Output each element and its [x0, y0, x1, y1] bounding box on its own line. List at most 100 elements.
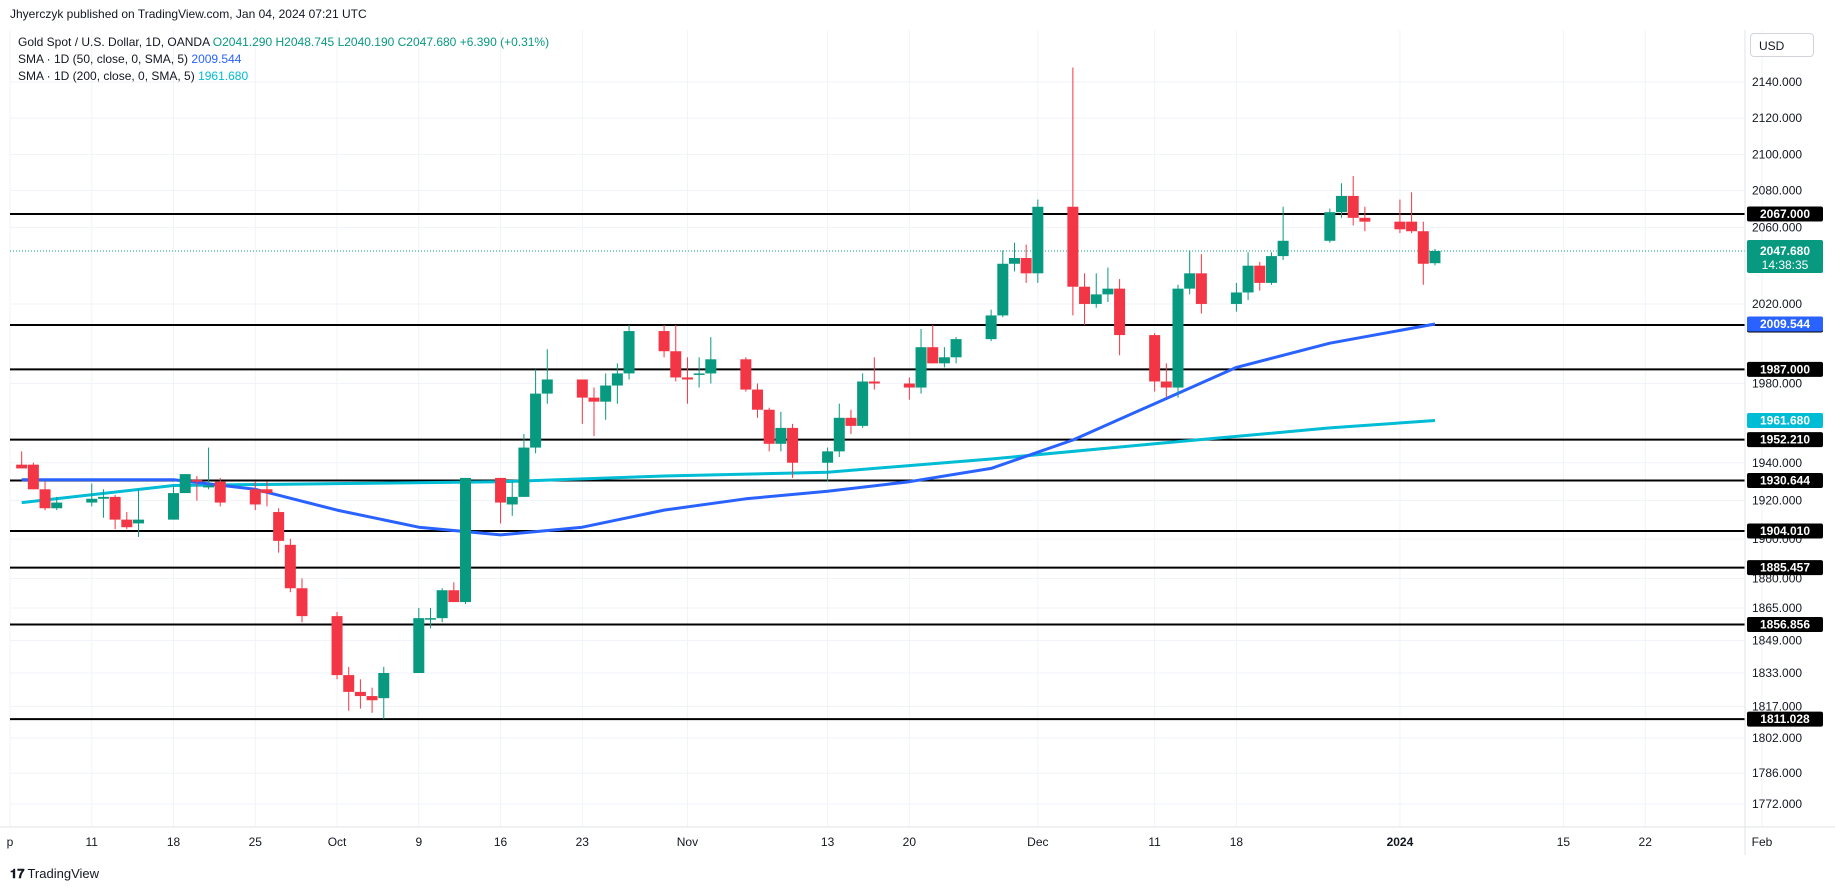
instrument-title: Gold Spot / U.S. Dollar, 1D, OANDA: [18, 35, 210, 49]
legend-sma50-row[interactable]: SMA · 1D (50, close, 0, SMA, 5) 2009.544: [18, 51, 549, 68]
candle: [506, 481, 518, 516]
candle: [284, 538, 296, 593]
candle-body: [1429, 250, 1441, 264]
sma200-value: 1961.680: [198, 69, 249, 83]
candle: [39, 481, 51, 511]
time-tick-label: Dec: [1027, 835, 1048, 849]
candle: [16, 451, 28, 469]
candle: [448, 582, 460, 603]
price-tick-label: 2120.000: [1752, 111, 1802, 125]
candle: [670, 325, 682, 382]
candle: [822, 447, 834, 482]
candle-body: [1394, 221, 1406, 230]
price-tick-label: 1920.000: [1752, 494, 1802, 508]
sma50-tag: 2009.544: [1760, 317, 1810, 331]
candle-body: [822, 451, 834, 463]
candle: [273, 508, 285, 553]
candle-body: [249, 489, 261, 505]
candle: [132, 489, 144, 537]
candle-body: [1277, 240, 1289, 257]
candle-body: [1090, 294, 1102, 304]
candle: [1090, 273, 1102, 308]
brand-name: TradingView: [27, 866, 100, 881]
level-tag: 1952.210: [1760, 433, 1810, 447]
sma200-tag: 1961.680: [1760, 413, 1810, 427]
candle-body: [354, 691, 366, 697]
candle: [1429, 248, 1441, 266]
currency-selector[interactable]: USD: [1750, 33, 1814, 57]
close-value: C2047.680: [397, 35, 457, 49]
candle-body: [903, 383, 915, 388]
price-tick-label: 1772.000: [1752, 797, 1802, 811]
candle-body: [1230, 292, 1242, 304]
candle: [530, 369, 542, 454]
candle-body: [284, 544, 296, 589]
candle-body: [448, 590, 460, 603]
candle: [705, 337, 717, 384]
candle: [214, 477, 226, 507]
candle: [752, 383, 764, 418]
candle: [1359, 206, 1371, 232]
candle: [51, 496, 63, 511]
candle-body: [97, 496, 109, 499]
candle: [1067, 67, 1079, 316]
time-tick-label: Oct: [328, 835, 347, 849]
candle: [1160, 363, 1172, 398]
chart-legend: Gold Spot / U.S. Dollar, 1D, OANDA O2041…: [18, 34, 549, 85]
candle: [611, 363, 623, 404]
time-tick-label: Feb: [1752, 835, 1773, 849]
candle: [1277, 206, 1289, 260]
candle: [1265, 252, 1277, 285]
legend-sma200-row[interactable]: SMA · 1D (200, close, 0, SMA, 5) 1961.68…: [18, 68, 549, 85]
time-tick-label: 11: [1148, 835, 1161, 849]
candle-body: [214, 481, 226, 503]
candle: [249, 481, 261, 511]
level-tag-bg: [1747, 711, 1823, 727]
candle-body: [1359, 217, 1371, 222]
candle: [1336, 183, 1348, 218]
candle: [693, 357, 705, 388]
candle-body: [763, 409, 775, 444]
candle: [1149, 333, 1161, 392]
level-tag: 2067.000: [1760, 207, 1810, 221]
candle-body: [541, 379, 553, 394]
candle-body: [27, 464, 39, 490]
candle: [179, 474, 191, 494]
candle-body: [752, 389, 764, 410]
candle: [261, 481, 273, 507]
candle-body: [518, 447, 530, 497]
candle-body: [1417, 231, 1429, 264]
candle: [1102, 267, 1114, 303]
candle-body: [39, 489, 51, 509]
candle-body: [51, 502, 63, 509]
candle-body: [121, 519, 133, 528]
time-tick-label: p: [7, 835, 14, 849]
candle: [740, 357, 752, 392]
price-tick-label: 1802.000: [1752, 731, 1802, 745]
horizontal-levels: [10, 213, 1745, 721]
candle-body: [1406, 221, 1418, 232]
sma200-line: [21, 419, 1436, 505]
candle: [1195, 254, 1207, 314]
moving-averages: [21, 322, 1436, 537]
candle-body: [203, 485, 215, 488]
candle: [763, 407, 775, 452]
time-tick-label: 13: [821, 835, 835, 849]
candle-body: [1195, 273, 1207, 304]
candle-body: [1114, 288, 1126, 336]
candle: [833, 403, 845, 458]
level-tag-bg: [1747, 361, 1823, 377]
sma50-label: SMA · 1D (50, close, 0, SMA, 5): [18, 52, 189, 66]
candle-body: [168, 493, 180, 520]
level-tag-bg: [1747, 472, 1823, 488]
candle: [378, 666, 390, 720]
candle: [331, 612, 343, 680]
candle-body: [1149, 335, 1161, 382]
candle: [1242, 252, 1254, 301]
time-tick-label: 16: [494, 835, 508, 849]
legend-price-row[interactable]: Gold Spot / U.S. Dollar, 1D, OANDA O2041…: [18, 34, 549, 51]
time-tick-label: 23: [576, 835, 590, 849]
price-tags: 2067.0002009.0001987.0001952.2101930.644…: [1747, 206, 1823, 727]
candle: [86, 483, 98, 507]
